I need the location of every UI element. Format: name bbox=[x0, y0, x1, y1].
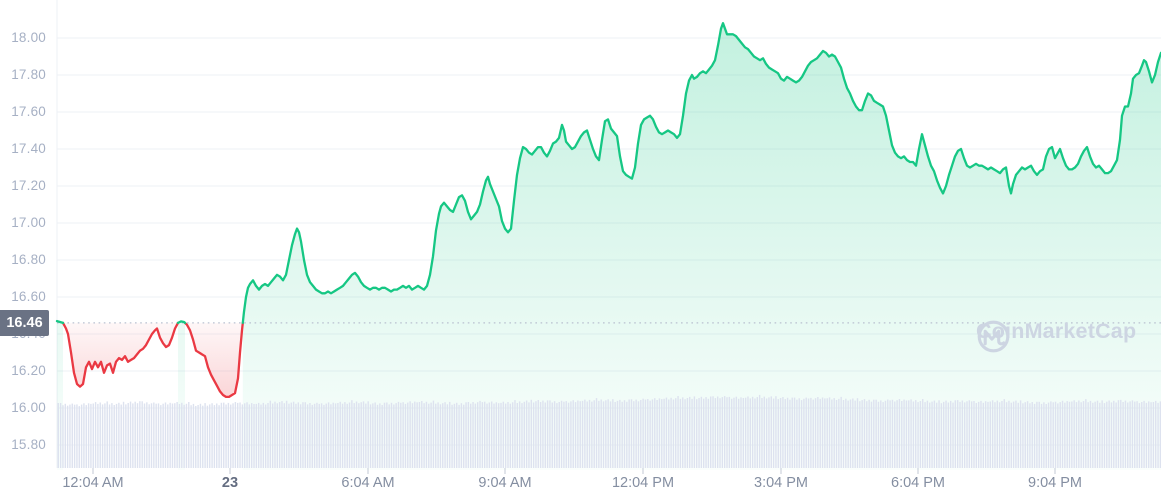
x-axis-label: 3:04 PM bbox=[754, 475, 808, 491]
x-axis-label: 9:04 PM bbox=[1028, 475, 1082, 491]
y-axis-label: 18.00 bbox=[11, 30, 46, 45]
x-axis-label: 6:04 PM bbox=[891, 475, 945, 491]
x-axis-label: 6:04 AM bbox=[341, 475, 395, 491]
current-price-badge: 16.46 bbox=[0, 310, 49, 336]
y-axis-label: 16.80 bbox=[11, 252, 46, 267]
y-axis-label: 17.00 bbox=[11, 215, 46, 230]
y-axis-label: 17.80 bbox=[11, 67, 46, 82]
y-axis-label: 17.60 bbox=[11, 104, 46, 119]
y-axis-label: 16.00 bbox=[11, 400, 46, 415]
y-axis-label: 17.20 bbox=[11, 178, 46, 193]
x-axis-label: 23 bbox=[221, 475, 239, 491]
x-axis-label: 12:04 PM bbox=[611, 475, 675, 491]
y-axis-label: 15.80 bbox=[11, 437, 46, 452]
y-axis-label: 16.20 bbox=[11, 363, 46, 378]
x-axis-label: 9:04 AM bbox=[478, 475, 532, 491]
x-axis-label: 12:04 AM bbox=[62, 475, 124, 491]
y-axis-label: 16.60 bbox=[11, 289, 46, 304]
y-axis-label: 17.40 bbox=[11, 141, 46, 156]
